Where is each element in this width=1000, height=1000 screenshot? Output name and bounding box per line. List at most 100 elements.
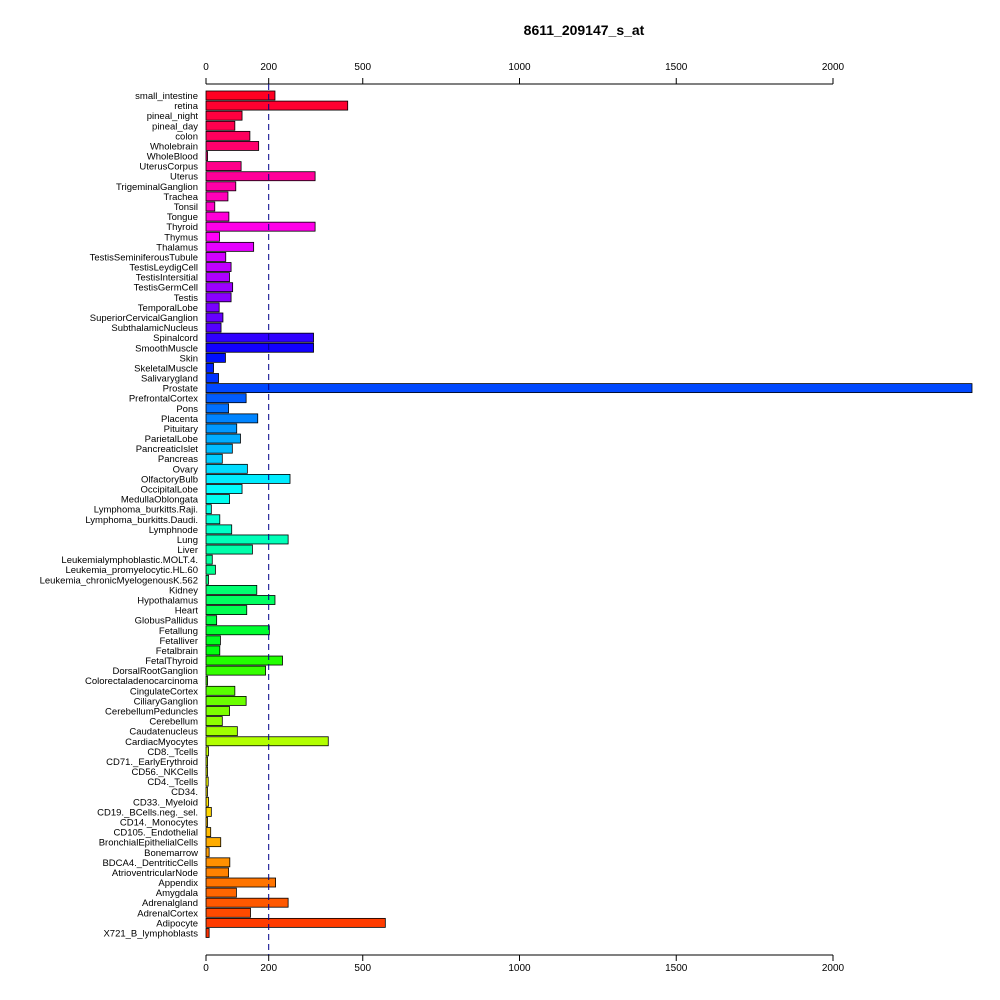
bar: [205, 827, 212, 837]
bar: [205, 383, 973, 394]
category-label: GlobusPallidus: [135, 616, 199, 627]
category-label: Leukemia_chronicMyelogenousK.562: [40, 575, 198, 586]
bar: [205, 706, 230, 716]
bar: [205, 443, 233, 454]
category-label: Lung: [177, 535, 198, 546]
category-label: Adipocyte: [156, 918, 198, 929]
x-tick-label: 200: [260, 62, 277, 73]
category-label: Thalamus: [156, 242, 198, 253]
category-label: Liver: [177, 545, 198, 556]
bar: [205, 696, 247, 706]
bar: [205, 887, 237, 898]
category-label: OccipitalLobe: [140, 485, 198, 496]
category-label: UterusCorpus: [139, 162, 198, 173]
category-label: Colorectaladenocarcinoma: [85, 676, 199, 687]
category-label: Placenta: [161, 414, 199, 425]
x-tick-label: 500: [354, 62, 371, 73]
top-x-axis: 0 200 500 1000 1500 2000: [203, 62, 845, 85]
category-label: Tonsil: [174, 202, 198, 213]
category-label: Leukemia_promyelocytic.HL.60: [65, 565, 198, 576]
bar: [205, 564, 216, 575]
bar: [205, 574, 209, 585]
bar: [205, 403, 229, 414]
bar: [205, 786, 208, 797]
bar: [205, 897, 289, 908]
bar: [205, 534, 289, 545]
bar: [205, 665, 266, 676]
category-label: TestisLeydigCell: [129, 263, 198, 274]
x-tick-label: 500: [354, 963, 371, 974]
category-label: Skin: [180, 353, 198, 364]
category-label: CD8._Tcells: [147, 747, 198, 758]
bar: [205, 433, 241, 444]
category-label: PrefrontalCortex: [129, 394, 198, 405]
bar: [205, 605, 248, 615]
category-label: TestisIntersitial: [136, 273, 198, 284]
bar: [205, 181, 237, 192]
bar: [205, 292, 232, 303]
bar: [205, 312, 224, 323]
category-label: CD4._Tcells: [147, 777, 198, 788]
bar: [205, 716, 223, 726]
category-label: TestisGermCell: [134, 283, 198, 294]
category-label: Thyroid: [166, 222, 198, 233]
bar: [205, 595, 276, 605]
category-label: Tongue: [167, 212, 198, 223]
category-label: retina: [174, 101, 198, 112]
bar: [205, 645, 221, 656]
category-label: CD71._EarlyErythroid: [106, 757, 198, 768]
category-label: SmoothMuscle: [135, 343, 198, 354]
category-label: FetalThyroid: [145, 656, 198, 667]
x-tick-label: 2000: [822, 62, 845, 73]
bar: [205, 201, 216, 212]
bar: [205, 141, 260, 151]
category-label: Kidney: [169, 585, 198, 596]
category-label: Caudatenucleus: [129, 727, 198, 738]
bar: [205, 554, 213, 565]
category-label: CD56._NKCells: [131, 767, 198, 778]
bars-group: [205, 90, 973, 938]
bar: [205, 221, 316, 232]
bar: [205, 776, 209, 787]
bar: [205, 796, 209, 807]
bar: [205, 130, 251, 141]
bar: [205, 625, 270, 636]
category-label: ParietalLobe: [145, 434, 198, 445]
bottom-x-axis: 0 200 500 1000 1500 2000: [203, 954, 845, 974]
category-label: Wholebrain: [150, 141, 198, 152]
bar: [205, 100, 349, 111]
bar: [205, 544, 253, 555]
bar: [205, 917, 386, 928]
category-label: Hypothalamus: [137, 596, 198, 607]
bar: [205, 151, 208, 161]
category-label: TrigeminalGanglion: [116, 182, 198, 193]
category-label: pineal_night: [147, 111, 199, 122]
category-label: Lymphnode: [149, 525, 198, 536]
bar: [205, 252, 227, 262]
category-label: Fetalbrain: [156, 646, 198, 657]
bar: [205, 484, 243, 494]
bar: [205, 746, 209, 757]
bar: [205, 857, 231, 868]
x-tick-label: 1000: [508, 963, 531, 974]
category-label: Bonemarrow: [144, 848, 198, 859]
category-label: small_intestine: [135, 91, 198, 102]
category-label: CD34.: [171, 787, 198, 798]
bar: [205, 685, 236, 696]
category-label: Pons: [176, 404, 198, 415]
chart-title: 8611_209147_s_at: [524, 22, 645, 38]
category-label: Thymus: [164, 232, 198, 243]
category-label: SuperiorCervicalGanglion: [90, 313, 198, 324]
category-label: Lymphoma_burkitts.Daudi.: [85, 515, 198, 526]
bar: [205, 393, 247, 404]
bar: [205, 736, 329, 747]
bar: [205, 120, 236, 131]
bar: [205, 342, 314, 353]
category-label: WholeBlood: [147, 152, 198, 163]
category-label: Leukemialymphoblastic.MOLT.4.: [61, 555, 198, 566]
category-label: Trachea: [164, 192, 199, 203]
bar: [205, 90, 276, 101]
category-label: CiliaryGanglion: [134, 696, 198, 707]
bar: [205, 272, 230, 283]
